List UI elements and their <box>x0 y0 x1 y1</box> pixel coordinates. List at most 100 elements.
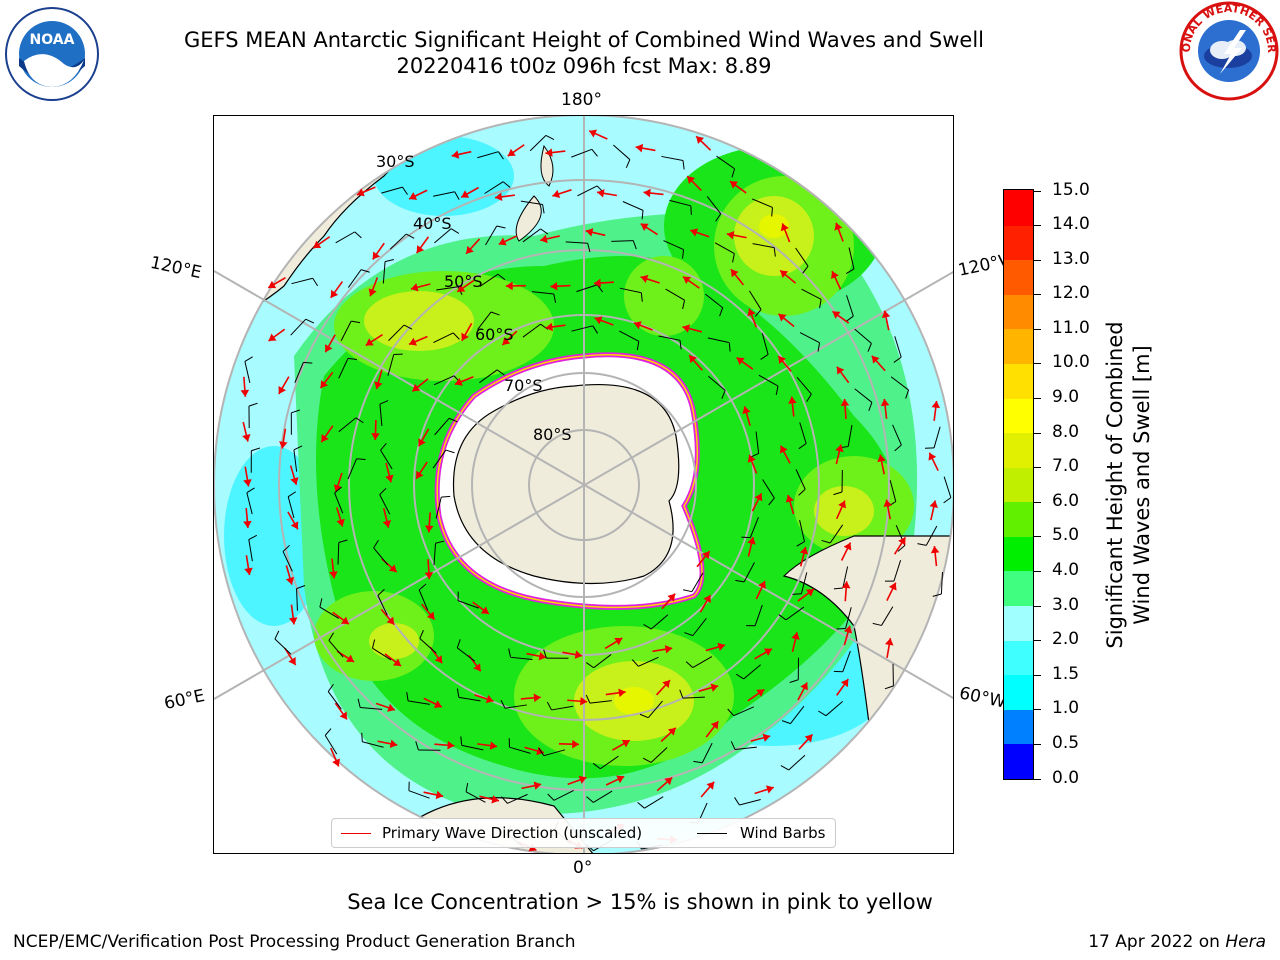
wind-barb-flag <box>943 497 952 504</box>
wind-barb <box>338 417 357 433</box>
colorbar-segment <box>1004 605 1033 641</box>
wind-barb <box>650 614 669 630</box>
wind-barb <box>893 560 902 582</box>
wave-direction-arrowhead <box>706 781 715 790</box>
wind-barb <box>733 706 755 717</box>
wind-barb-flag <box>905 389 910 399</box>
colorbar-segment <box>1004 328 1033 364</box>
wind-barb <box>795 469 806 490</box>
wind-barb-flag <box>355 417 364 424</box>
wave-direction-arrowhead <box>831 271 839 280</box>
wave-direction-arrowhead <box>726 230 735 240</box>
wind-barb <box>799 520 805 542</box>
colorbar-tick <box>1034 328 1041 330</box>
wind-barb-flag <box>287 491 297 498</box>
wind-barb <box>619 330 640 342</box>
wind-barb <box>751 198 773 208</box>
colorbar-segment <box>1004 397 1033 434</box>
wind-barb-flag <box>380 442 387 451</box>
wind-barb-flag <box>502 181 511 188</box>
wind-barb-flag <box>679 340 682 350</box>
wind-barb-flag <box>324 728 332 736</box>
wind-barb-flag <box>274 630 280 640</box>
wind-barb-flag <box>445 449 455 454</box>
wave-direction-arrowhead <box>268 333 277 342</box>
colorbar-tick <box>1034 432 1041 434</box>
wind-barb-flag <box>780 765 789 771</box>
wave-direction-arrowhead <box>729 181 738 189</box>
wave-direction-arrowhead <box>336 518 345 527</box>
chart-subtitle: 20220416 t00z 096h fcst Max: 8.89 <box>396 54 772 78</box>
wind-barb-flag <box>291 409 301 414</box>
meridian-60e-120w <box>214 271 953 700</box>
wave-height-map <box>214 116 953 853</box>
wind-barb <box>531 291 554 295</box>
wind-barb-flag <box>496 369 505 376</box>
colorbar-tick-label: 14.0 <box>1052 214 1090 235</box>
wind-barb <box>291 277 313 285</box>
wind-barb <box>296 588 298 611</box>
wave-direction-arrowhead <box>799 546 809 555</box>
wind-barb-flag <box>460 736 463 746</box>
wind-barb-flag <box>405 233 415 239</box>
wind-barb <box>274 638 292 655</box>
wind-barb <box>650 747 668 763</box>
wind-barb-flag <box>683 589 693 593</box>
wave-direction-arrowhead <box>243 520 252 528</box>
colorbar-segment <box>1004 743 1033 779</box>
legend-label-wind-barbs: Wind Barbs <box>740 824 826 842</box>
wave-direction-arrowhead <box>356 188 365 197</box>
wind-barb <box>647 700 663 719</box>
wind-barb <box>287 496 295 519</box>
colorbar-tick-label: 15.0 <box>1052 179 1090 200</box>
wave-direction-arrowhead <box>268 280 277 289</box>
wave-zone-7m <box>759 214 789 238</box>
wind-barb-flag <box>305 318 315 324</box>
wind-barb-flag <box>328 632 334 641</box>
wind-barb <box>790 705 805 724</box>
colorbar-segment <box>1004 674 1033 710</box>
wind-barb-flag <box>373 540 379 549</box>
wave-direction-arrowhead <box>447 740 455 750</box>
wind-barb-flag <box>553 293 557 303</box>
wind-barb <box>705 293 723 309</box>
wave-direction-arrowhead <box>635 143 644 153</box>
wind-barb <box>457 600 479 609</box>
wave-direction-arrowhead <box>747 537 756 545</box>
wind-barb-flag <box>508 648 512 658</box>
wave-direction-arrowhead <box>321 434 329 443</box>
wind-barb <box>319 606 339 619</box>
wind-barb-flag <box>894 444 902 452</box>
footer-machine: Hera <box>1225 932 1266 952</box>
wave-direction-arrowhead <box>589 129 598 138</box>
wave-direction-arrowhead <box>324 344 333 353</box>
wave-direction-arrowhead <box>736 357 745 366</box>
lat-label-50s: 50°S <box>444 272 483 291</box>
wave-direction-arrowhead <box>382 520 392 528</box>
wind-barb-flag <box>730 741 736 750</box>
wind-barb-flag <box>845 315 854 322</box>
wave-direction-arrowhead <box>888 582 897 591</box>
wind-barb <box>691 572 704 592</box>
wind-barb-flag <box>371 639 376 649</box>
wind-barb <box>479 273 499 287</box>
wind-barb-flag <box>734 797 740 806</box>
wave-direction-arrowhead <box>633 321 642 330</box>
wind-barb <box>433 543 437 566</box>
wave-direction-arrowhead <box>374 381 383 389</box>
wind-barb <box>485 225 498 246</box>
wind-barb <box>749 516 759 538</box>
colorbar-tick <box>1034 743 1041 745</box>
footer-credit: NCEP/EMC/Verification Post Processing Pr… <box>13 932 576 952</box>
colorbar-tick-label: 6.0 <box>1052 490 1080 511</box>
lon-label-left-lower: 60°E <box>162 685 207 715</box>
wind-barb <box>785 606 805 621</box>
wave-direction-arrowhead <box>435 790 444 800</box>
wind-barb-flag <box>448 417 458 423</box>
wave-direction-arrowhead <box>424 572 434 580</box>
colorbar-segment <box>1004 570 1033 607</box>
map-panel <box>213 115 954 854</box>
wind-barb <box>576 284 598 293</box>
wave-direction-arrowhead <box>278 385 286 394</box>
wave-direction-arrowhead <box>930 546 940 554</box>
